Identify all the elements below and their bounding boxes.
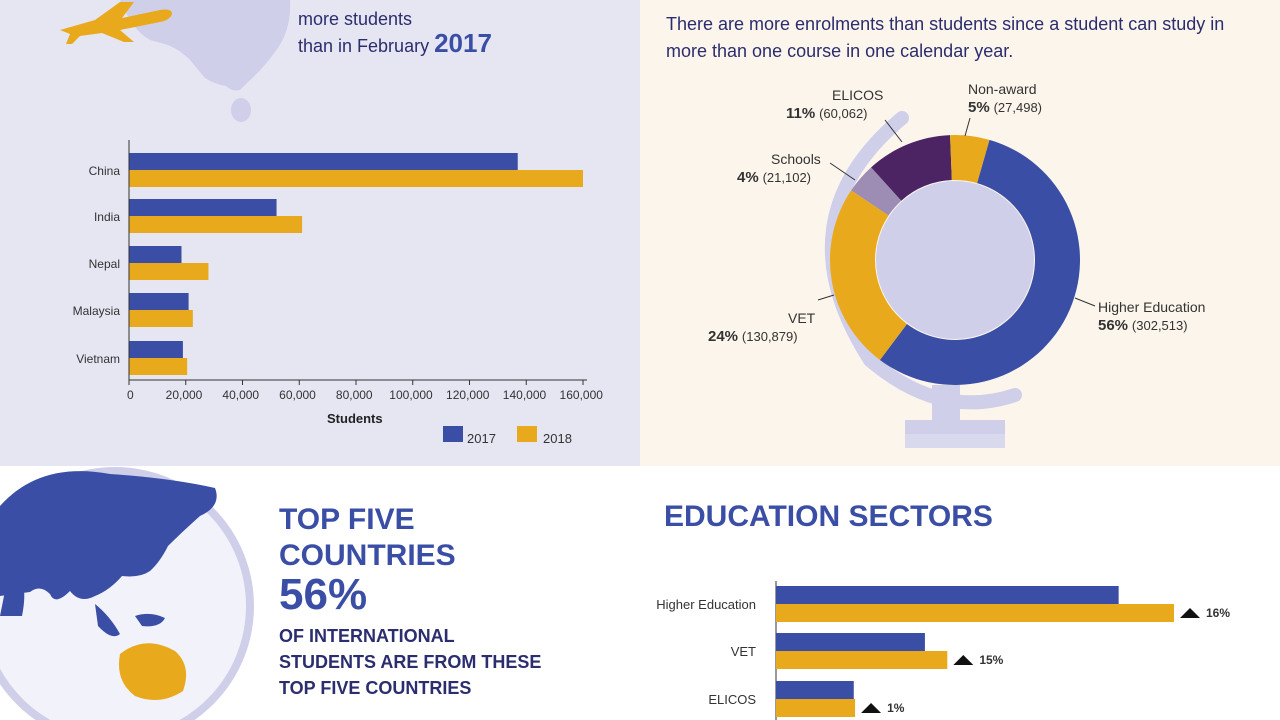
x-axis-title: Students bbox=[327, 411, 383, 426]
slice-name: Higher Education bbox=[1098, 299, 1206, 315]
bar-vet-2017 bbox=[776, 633, 925, 651]
category-label: Vietnam bbox=[76, 352, 120, 366]
headline-line1: more students bbox=[298, 9, 413, 29]
x-tick-label: 140,000 bbox=[502, 388, 547, 402]
x-tick-label: 0 bbox=[127, 388, 134, 402]
increase-arrow-icon bbox=[1180, 608, 1200, 618]
legend-label-2018: 2018 bbox=[543, 431, 572, 446]
world-globe-illustration bbox=[0, 467, 254, 720]
slice-name: Schools bbox=[771, 151, 821, 167]
airplane-icon bbox=[60, 2, 172, 44]
growth-label: 15% bbox=[979, 653, 1004, 667]
slice-schools bbox=[851, 167, 902, 216]
slice-label-higher-education: Higher Education 56% (302,513) bbox=[1098, 298, 1205, 335]
slice-non-award bbox=[950, 135, 990, 184]
slice-percent: 56% bbox=[1098, 317, 1129, 334]
top-five-text-line1: OF INTERNATIONAL bbox=[279, 626, 455, 646]
category-label: China bbox=[88, 164, 120, 178]
headline-text: than in February bbox=[298, 36, 430, 56]
slice-name: ELICOS bbox=[832, 87, 884, 103]
top-five-text-line2: STUDENTS ARE FROM THESE bbox=[279, 652, 542, 672]
top-five-title-line1: TOP FIVE bbox=[279, 503, 415, 536]
slice-name: Non-award bbox=[968, 81, 1037, 97]
sector-bar-chart bbox=[775, 581, 1200, 720]
category-label: Higher Education bbox=[656, 597, 756, 612]
category-label: ELICOS bbox=[708, 692, 756, 707]
category-label: Malaysia bbox=[72, 304, 120, 318]
slice-percent: 24% bbox=[708, 328, 739, 345]
top-five-title-line2: COUNTRIES bbox=[279, 539, 456, 572]
growth-label: 16% bbox=[1206, 606, 1231, 620]
slice-label-elicos: ELICOS 11% (60,062) bbox=[786, 86, 896, 123]
donut-hole bbox=[876, 181, 1034, 339]
bar-malaysia-2017 bbox=[129, 293, 189, 310]
x-tick-label: 120,000 bbox=[446, 388, 490, 402]
x-tick-label: 60,000 bbox=[279, 388, 316, 402]
slice-count: (302,513) bbox=[1131, 318, 1188, 333]
x-tick-label: 80,000 bbox=[335, 388, 373, 402]
slice-name: VET bbox=[788, 310, 816, 326]
x-tick-label: 40,000 bbox=[222, 388, 260, 402]
slice-count: (130,879) bbox=[741, 329, 798, 344]
slice-percent: 4% bbox=[737, 169, 759, 186]
slice-percent: 11% bbox=[786, 105, 816, 122]
enrolments-note: There are more enrolments than students … bbox=[666, 14, 1225, 61]
australia-map-illustration bbox=[120, 0, 291, 122]
growth-label: 1% bbox=[887, 701, 905, 715]
top-five-percent: 56% bbox=[279, 570, 368, 619]
slice-percent: 5% bbox=[968, 99, 990, 116]
bar-nepal-2017 bbox=[129, 246, 182, 263]
category-label: India bbox=[93, 210, 120, 224]
slice-count: (60,062) bbox=[819, 106, 868, 121]
category-label: VET bbox=[730, 644, 756, 659]
slice-higher-education bbox=[879, 139, 1080, 385]
slice-label-vet: VET 24% (130,879) bbox=[708, 309, 815, 346]
students-by-country-panel bbox=[0, 0, 640, 466]
bar-elicos-2017 bbox=[776, 681, 854, 699]
enrolment-donut-chart bbox=[830, 135, 1080, 385]
bar-india-2017 bbox=[129, 199, 277, 216]
slice-label-schools: Schools 4% (21,102) bbox=[737, 150, 821, 187]
legend-swatch-2017 bbox=[443, 426, 463, 442]
increase-arrow-icon bbox=[953, 655, 974, 665]
legend-label-2017: 2017 bbox=[467, 431, 496, 446]
bar-higher-education-2018 bbox=[776, 604, 1174, 622]
x-tick-label: 100,000 bbox=[389, 388, 433, 402]
x-tick-label: 20,000 bbox=[165, 388, 203, 402]
bar-china-2018 bbox=[129, 170, 583, 187]
category-label: Nepal bbox=[88, 257, 120, 271]
bar-nepal-2018 bbox=[129, 263, 209, 280]
education-sectors-title: EDUCATION SECTORS bbox=[664, 500, 993, 533]
x-tick-label: 160,000 bbox=[559, 388, 603, 402]
headline-line2: than in February 2017 bbox=[298, 30, 492, 60]
bar-vet-2018 bbox=[776, 651, 948, 669]
bar-malaysia-2018 bbox=[129, 310, 193, 327]
bar-vietnam-2018 bbox=[129, 358, 188, 375]
bar-vietnam-2017 bbox=[129, 341, 183, 358]
headline-year: 2017 bbox=[434, 28, 492, 58]
slice-label-non-award: Non-award 5% (27,498) bbox=[968, 80, 1042, 117]
increase-arrow-icon bbox=[861, 703, 882, 713]
slice-count: (21,102) bbox=[762, 170, 811, 185]
bar-india-2018 bbox=[129, 216, 303, 233]
bar-china-2017 bbox=[129, 153, 518, 170]
donut-leader-lines bbox=[817, 117, 1096, 307]
bar-elicos-2018 bbox=[776, 699, 856, 717]
slice-elicos bbox=[871, 135, 952, 201]
slice-vet bbox=[830, 190, 907, 360]
legend-swatch-2018 bbox=[517, 426, 537, 442]
top-five-text-line3: TOP FIVE COUNTRIES bbox=[279, 678, 472, 698]
country-bar-chart bbox=[128, 140, 587, 385]
bar-higher-education-2017 bbox=[776, 586, 1119, 604]
slice-count: (27,498) bbox=[993, 100, 1042, 115]
